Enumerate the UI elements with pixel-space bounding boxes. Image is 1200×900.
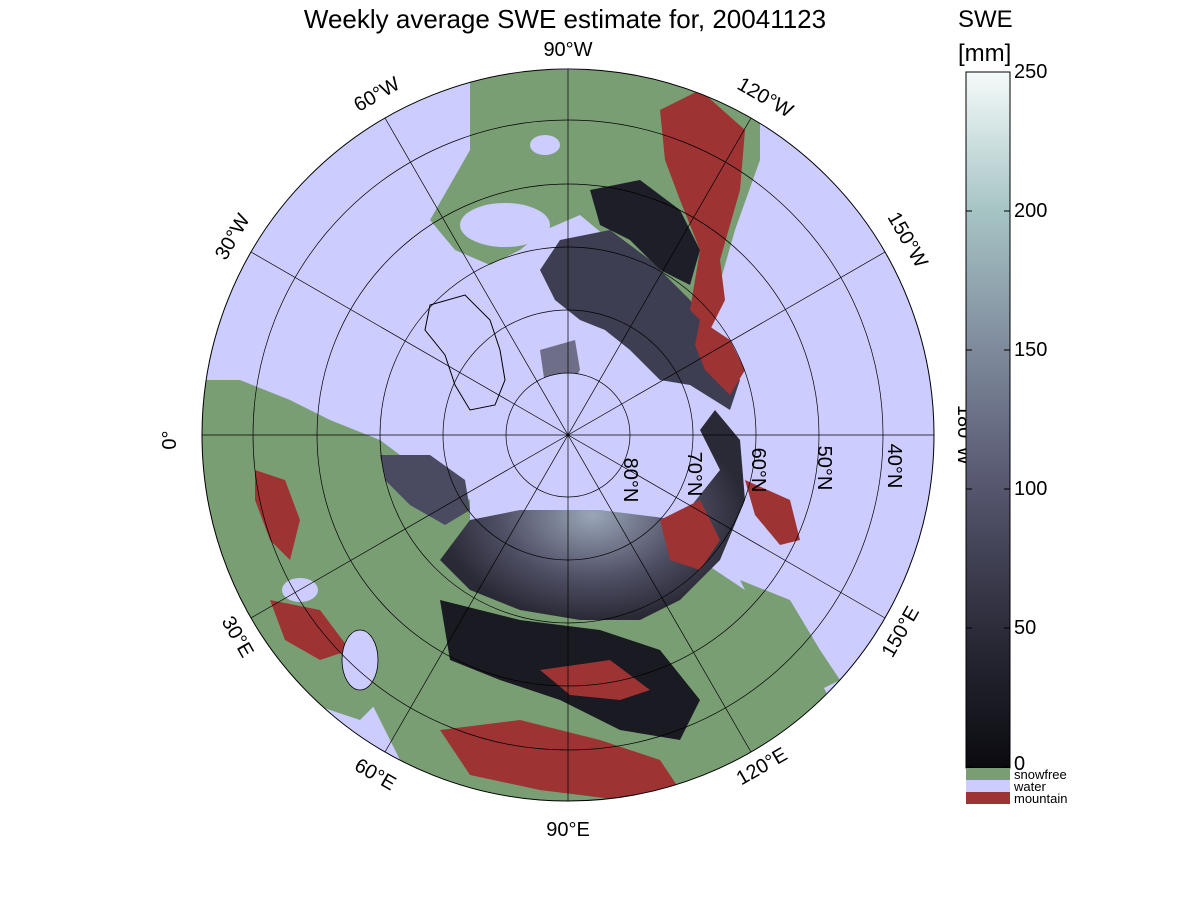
colorbar-tick-100: 100 xyxy=(1014,478,1048,500)
east-siberia-mountain xyxy=(660,500,720,570)
lon-label-30e: 30°E xyxy=(217,613,258,662)
scandinavia-snow xyxy=(380,455,470,525)
lon-label-60e: 60°E xyxy=(351,754,400,795)
himalaya-mountain xyxy=(440,720,680,800)
lat-label-80: 80°N xyxy=(619,458,641,503)
colorbar-title-line1: SWE xyxy=(958,6,1013,33)
far-east-snowfree xyxy=(740,580,840,690)
lat-label-40: 40°N xyxy=(883,444,905,489)
lon-label-90e: 90°E xyxy=(546,819,590,841)
kamchatka-mountain xyxy=(745,480,800,545)
meridian-150w-30e xyxy=(250,251,886,619)
greenland-outline xyxy=(424,294,506,411)
hudson-bay xyxy=(460,203,550,247)
caspian-sea xyxy=(341,629,379,691)
map-title: Weekly average SWE estimate for, 2004112… xyxy=(303,4,827,34)
colorbar-gradient xyxy=(965,71,1011,769)
legend-label-mountain: mountain xyxy=(1014,791,1068,806)
legend-label-water: water xyxy=(1014,779,1046,794)
alaska-mountain xyxy=(695,320,745,395)
altai-mountain xyxy=(540,660,650,700)
lon-label-0: 0° xyxy=(159,430,181,449)
colorbar-ticks xyxy=(966,71,1010,768)
lat-label-70: 70°N xyxy=(683,452,705,497)
rockies-mountain xyxy=(660,90,745,330)
lat-label-60: 60°N xyxy=(747,448,769,493)
graticule xyxy=(201,68,935,802)
north-america-snow xyxy=(540,230,740,410)
colorbar-tick-0: 0 xyxy=(1014,753,1026,775)
colorbar-tick-50: 50 xyxy=(1014,617,1037,639)
lat-label-50: 50°N xyxy=(813,446,835,491)
canada-shield-snow xyxy=(590,180,700,285)
lon-label-90w: 90°W xyxy=(543,39,592,61)
colorbar xyxy=(965,71,1011,804)
alps-mountain xyxy=(255,470,300,560)
legend-swatch-snowfree xyxy=(966,768,1010,780)
lon-label-60w: 60°W xyxy=(350,73,404,117)
great-lakes xyxy=(530,135,560,155)
lon-label-30w: 30°W xyxy=(211,210,255,264)
colorbar-tick-250: 250 xyxy=(1014,61,1048,83)
colorbar-tick-150: 150 xyxy=(1014,339,1048,361)
latitude-labels: 80°N 70°N 60°N 50°N 40°N xyxy=(619,444,905,503)
colorbar-tick-200: 200 xyxy=(1014,200,1048,222)
legend-label-snowfree: snowfree xyxy=(1014,767,1067,782)
map-disk xyxy=(202,69,934,801)
legend-swatch-water xyxy=(966,780,1010,792)
siberia-snow xyxy=(440,410,745,620)
colorbar-title-line2: [mm] xyxy=(958,40,1012,67)
legend-swatch-mountain xyxy=(966,792,1010,804)
caucasus-mountain xyxy=(270,600,350,660)
